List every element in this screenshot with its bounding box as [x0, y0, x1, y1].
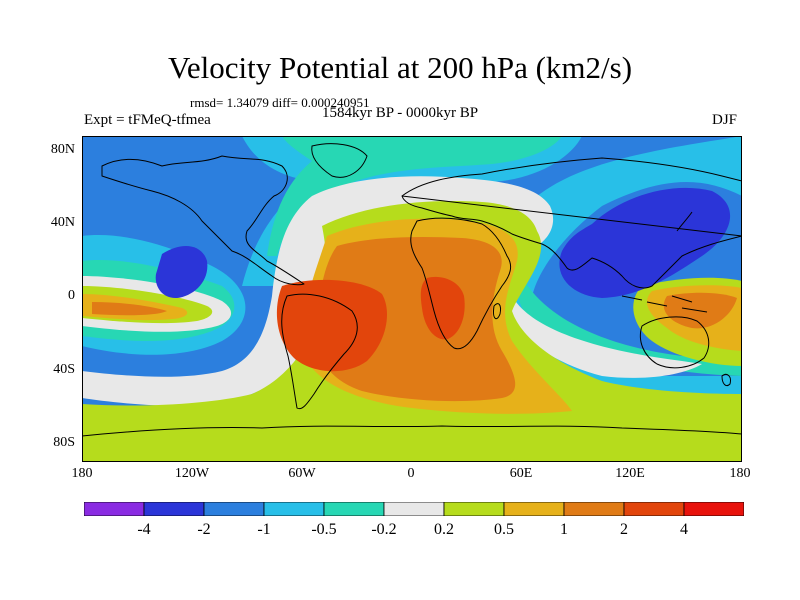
colorbar-swatch — [203, 502, 265, 516]
map-frame — [82, 136, 742, 462]
coast-madagascar — [493, 303, 501, 320]
colorbar-swatch — [323, 502, 385, 516]
field-redorange-sa — [276, 279, 387, 372]
lon-label-0: 0 — [407, 466, 415, 481]
rmsd-text: rmsd= 1.34079 diff= 0.000240951 — [190, 95, 370, 110]
colorbar-swatch — [683, 502, 744, 516]
colorbar-label: 4 — [680, 521, 688, 538]
field-darkblue-pacific — [155, 245, 208, 299]
coast-antarctica — [82, 425, 742, 437]
field-white-east — [512, 296, 702, 378]
lat-label-40n: 40N — [50, 215, 75, 230]
coast-north-america — [101, 155, 305, 286]
colorbar-swatch — [84, 502, 145, 516]
coast-japan — [676, 211, 693, 232]
coast-nz — [721, 373, 731, 387]
coast-greenland — [311, 143, 368, 178]
lat-label-0: 0 — [68, 288, 75, 303]
lat-label-80n: 80N — [50, 142, 75, 157]
field-redorange-af — [420, 276, 465, 340]
colorbar-swatch — [143, 502, 205, 516]
lat-label-40s: 40S — [53, 362, 75, 377]
lon-label-60w: 60W — [288, 466, 316, 481]
colorbar-swatch — [383, 502, 445, 516]
coastlines — [82, 143, 742, 437]
colorbar-label: 1 — [560, 521, 568, 538]
lon-label-120w: 120W — [174, 466, 210, 481]
colorbar-label: -2 — [197, 521, 211, 538]
lon-label-120e: 120E — [615, 466, 645, 481]
colorbar-label: -4 — [137, 521, 151, 538]
colorbar-label: 2 — [620, 521, 628, 538]
coast-south-america — [281, 293, 358, 410]
colorbar-swatch — [263, 502, 325, 516]
colorbar — [84, 502, 744, 516]
colorbar-label: 0.5 — [494, 521, 514, 538]
colorbar-swatch — [563, 502, 625, 516]
coast-indonesia — [621, 295, 708, 313]
colorbar-label: 0.2 — [434, 521, 454, 538]
colorbar-swatch — [503, 502, 565, 516]
coast-eurasia — [401, 157, 742, 289]
field-teal-north — [267, 136, 562, 256]
colorbar-label: -0.5 — [311, 521, 337, 538]
colorbar-label: -0.2 — [371, 521, 397, 538]
field-orange-west — [92, 302, 167, 316]
coast-australia — [639, 316, 710, 369]
figure-title: Velocity Potential at 200 hPa (km2/s) — [167, 50, 633, 85]
lon-label-180w: 180 — [71, 466, 93, 481]
coast-africa — [410, 217, 512, 350]
experiment-text: Expt = tFMeQ-tfmea — [84, 112, 211, 128]
colorbar-swatch — [623, 502, 685, 516]
colorbar-label: -1 — [257, 521, 271, 538]
period-text: 1584kyr BP - 0000kyr BP — [322, 105, 479, 121]
lon-label-60e: 60E — [509, 466, 533, 481]
season-text: DJF — [712, 112, 738, 128]
field-darkblue-asia — [559, 187, 731, 298]
lat-label-80s: 80S — [53, 435, 75, 450]
velocity-potential-map — [82, 136, 742, 462]
lon-label-180e: 180 — [729, 466, 751, 481]
colorbar-swatch — [443, 502, 505, 516]
